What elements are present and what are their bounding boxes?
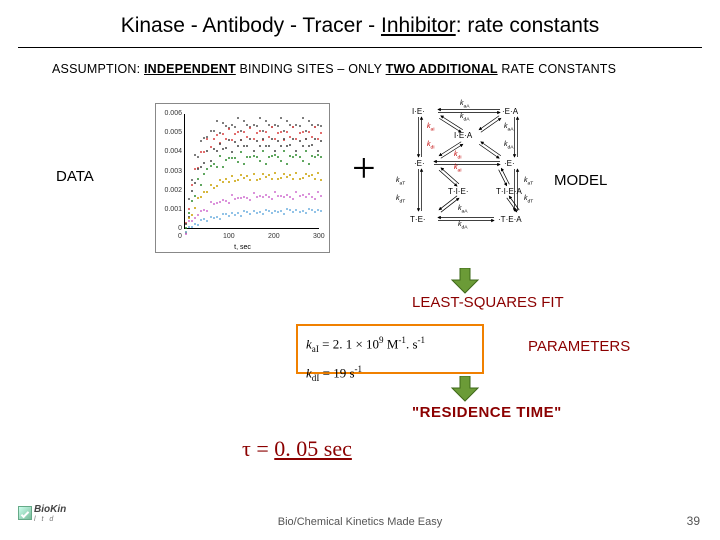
chart-ytick: 0.002 [158, 187, 182, 194]
down-arrow-1 [450, 268, 480, 294]
species-IE: I·E· [412, 107, 425, 116]
assumption-u2: TWO ADDITIONAL [386, 62, 498, 76]
parameter-box: kaI = 2. 1 × 109 M-1. s-1 kdI = 19 s-1 [296, 324, 484, 374]
chart-ytick: 0 [158, 225, 182, 232]
plus-symbol: + [352, 145, 376, 193]
residence-time-label: "RESIDENCE TIME" [412, 404, 562, 421]
kinetics-chart: 0 0.001 0.002 0.003 0.004 0.005 0.006 0 100 200 3… [155, 103, 330, 253]
chart-xtick: 0 [178, 233, 182, 240]
species-TEA: ·T·E·A [498, 215, 522, 224]
rate-label: kaT [396, 177, 405, 186]
reaction-scheme: I·E· ·E·A I·E·A ·E· ·E· T·I·E· T·I·E·A T·E· ·T·E… [408, 103, 540, 253]
least-squares-label: LEAST-SQUARES FIT [412, 294, 564, 311]
data-label: DATA [56, 168, 94, 185]
rate-label: kdT [396, 195, 405, 204]
assumption-line: ASSUMPTION: INDEPENDENT BINDING SITES – … [52, 62, 616, 76]
rate-label: kaA [460, 100, 469, 109]
down-arrow-2 [450, 376, 480, 402]
rate-label: kaI [427, 123, 435, 132]
rate-label: kdA [504, 141, 513, 150]
title-rule [18, 47, 702, 48]
logo-sub: l t d [34, 516, 55, 523]
title-post: : rate constants [456, 14, 600, 37]
species-E: ·E· [414, 159, 425, 168]
parameters-label: PARAMETERS [528, 338, 630, 355]
chart-ytick: 0.001 [158, 206, 182, 213]
chart-xtick: 300 [313, 233, 325, 240]
page-number: 39 [687, 514, 700, 528]
biokin-logo: BioKin l t d [18, 506, 64, 532]
chart-xlabel: t, sec [156, 244, 329, 251]
rate-label: kaT [524, 177, 533, 186]
species-TE: T·E· [410, 215, 426, 224]
chart-xtick: 200 [268, 233, 280, 240]
species-TIE: T·I·E· [448, 187, 468, 196]
species-TIEA: T·I·E·A [496, 187, 522, 196]
chart-ytick: 0.003 [158, 168, 182, 175]
title-pre: Kinase - Antibody - Tracer - [121, 14, 381, 37]
logo-brand: BioKin [34, 504, 66, 515]
tau-equation: τ = 0. 05 sec [242, 436, 352, 462]
species-EA: ·E·A [502, 107, 518, 116]
rate-label: kdI [427, 141, 435, 150]
species-E2: ·E· [504, 159, 515, 168]
rate-label: kdA [460, 113, 469, 122]
footer-text: Bio/Chemical Kinetics Made Easy [0, 516, 720, 528]
assumption-mid: BINDING SITES – ONLY [236, 62, 386, 76]
model-label: MODEL [554, 172, 607, 189]
rate-label: kaI [454, 164, 462, 173]
chart-xtick: 100 [223, 233, 235, 240]
title-inhibitor: Inhibitor [381, 14, 456, 37]
rate-label: kaA [504, 123, 513, 132]
chart-ytick: 0.006 [158, 110, 182, 117]
chart-ytick: 0.004 [158, 148, 182, 155]
kdI-row: kdI = 19 s-1 [306, 359, 474, 388]
rate-label: kdT [524, 195, 533, 204]
slide-title: Kinase - Antibody - Tracer - Inhibitor: … [0, 14, 720, 38]
rate-label: kdA [458, 221, 467, 230]
kaI-row: kaI = 2. 1 × 109 M-1. s-1 [306, 330, 474, 359]
rate-label: kaA [458, 205, 467, 214]
assumption-u1: INDEPENDENT [144, 62, 236, 76]
chart-ytick: 0.005 [158, 129, 182, 136]
assumption-post: RATE CONSTANTS [498, 62, 617, 76]
species-IEA: I·E·A [454, 131, 472, 140]
assumption-pre: ASSUMPTION: [52, 62, 144, 76]
rate-label: kdI [454, 151, 462, 160]
chart-axes [184, 114, 319, 229]
